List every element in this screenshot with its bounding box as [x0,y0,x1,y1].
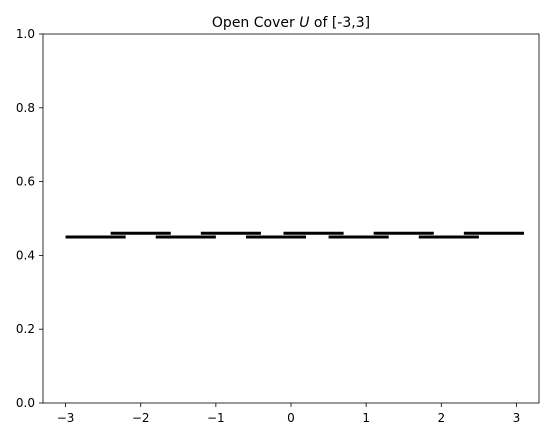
x-tick-label: 2 [437,411,445,425]
x-tick-label: −1 [207,411,225,425]
chart-title-suffix: of [-3,3] [309,15,370,31]
cover-segments [65,231,524,239]
y-tick-label: 0.8 [16,101,35,115]
x-axis-ticks: −3 −2 −1 0 1 2 3 [57,403,521,425]
chart-title-prefix: Open Cover [212,15,299,31]
y-tick-label: 0.0 [16,396,35,410]
plot-frame [42,33,540,404]
chart-title: Open Cover U of [-3,3] [212,15,370,31]
chart-title-symbol: U [299,15,309,31]
y-tick-label: 0.4 [16,248,35,262]
y-axis-ticks: 0.0 0.2 0.4 0.6 0.8 1.0 [16,27,43,410]
x-tick-label: −2 [132,411,150,425]
y-tick-label: 0.6 [16,175,35,189]
y-tick-label: 1.0 [16,27,35,41]
y-tick-label: 0.2 [16,322,35,336]
x-tick-label: −3 [57,411,75,425]
x-tick-label: 1 [362,411,370,425]
x-tick-label: 0 [287,411,295,425]
x-tick-label: 3 [513,411,521,425]
